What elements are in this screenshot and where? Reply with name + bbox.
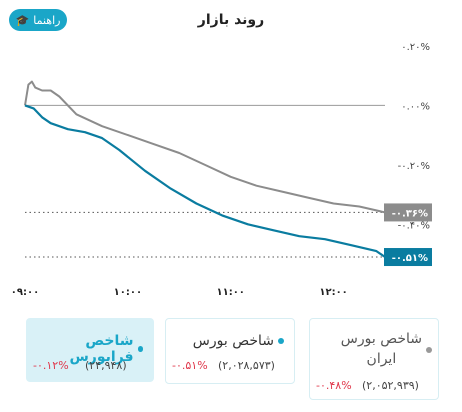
card-farabourse-value: (۲۴,۹۴۸) (85, 359, 127, 372)
y-tick-label: ۰.۲۰% (401, 42, 430, 53)
farabourse-series-line (24, 104, 386, 258)
card-bourse-iran-name-line1: شاخص بورس (340, 331, 422, 347)
bourse-series-line (24, 80, 386, 214)
x-tick-label: ۰۹:۰۰ (11, 287, 39, 298)
card-farabourse-dot (137, 346, 143, 352)
card-farabourse-name: شاخص فرابورس (27, 333, 143, 365)
card-bourse-iran-dot (426, 347, 432, 353)
x-tick-label: ۱۰:۰۰ (114, 287, 142, 298)
bourse-end-label: -۰.۳۶% (392, 208, 428, 219)
y-tick-label: -۰.۲۰% (398, 161, 430, 172)
card-bourse-iran[interactable]: شاخص بورس ایران -۰.۴۸% (۲,۰۵۲,۹۳۹) (309, 318, 439, 400)
card-bourse-value: (۲,۰۲۸,۵۷۳) (218, 359, 275, 372)
card-farabourse-change: -۰.۱۲% (33, 359, 69, 372)
card-farabourse-name-text: شاخص فرابورس (69, 333, 134, 365)
x-tick-label: ۱۲:۰۰ (319, 287, 347, 298)
graduation-cap-icon: 🎓 (15, 13, 30, 27)
card-bourse-iran-name-line2: ایران (366, 351, 397, 367)
card-bourse-name-text: شاخص بورس (192, 333, 274, 349)
card-bourse-change: -۰.۵۱% (172, 359, 208, 372)
bourse-end-label-bg (384, 203, 432, 222)
card-bourse-name: شاخص بورس (193, 333, 284, 349)
x-tick-label: ۱۱:۰۰ (217, 287, 245, 298)
help-label: راهنما (33, 13, 61, 27)
farabourse-end-label: -۰.۵۱% (392, 253, 428, 264)
card-bourse-iran-value: (۲,۰۵۲,۹۳۹) (362, 379, 419, 392)
card-bourse-iran-change: -۰.۴۸% (316, 379, 352, 392)
card-bourse-iran-name: شاخص بورس ایران (341, 329, 422, 369)
card-bourse[interactable]: شاخص بورس -۰.۵۱% (۲,۰۲۸,۵۷۳) (165, 318, 295, 384)
y-tick-label: -۰.۴۰% (398, 220, 430, 231)
card-bourse-dot (278, 338, 284, 344)
help-button[interactable]: 🎓 راهنما (9, 9, 67, 31)
market-trend-chart: ۰.۲۰% ۰.۰۰% -۰.۲۰% -۰.۴۰% ۰۹:۰۰ ۱۰:۰۰ ۱۱:۰۰ ۱۲:… (11, 42, 432, 298)
y-tick-label: ۰.۰۰% (401, 101, 430, 112)
card-farabourse[interactable]: شاخص فرابورس -۰.۱۲% (۲۴,۹۴۸) (26, 318, 154, 382)
farabourse-end-label-bg (384, 248, 432, 267)
page-title: روند بازار (197, 12, 265, 28)
